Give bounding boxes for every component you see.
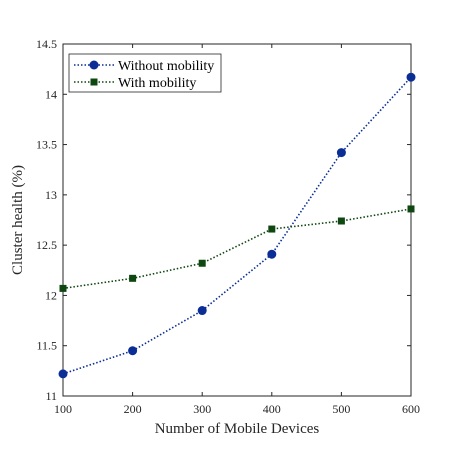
x-axis-label: Number of Mobile Devices [155,421,320,437]
data-point-with-mobility [407,205,415,213]
legend-box [68,53,222,93]
data-point-without-mobility [336,148,346,158]
legend-label-with-mobility: With mobility [118,76,196,91]
y-tick-label: 12 [45,288,57,302]
plot-area [62,43,412,397]
legend-label-without-mobility: Without mobility [118,59,214,74]
x-tick-label: 600 [402,402,420,416]
y-tick-label: 13.5 [36,138,57,152]
y-tick-label: 14 [45,87,57,101]
data-point-without-mobility [267,249,277,259]
x-tick-label: 500 [332,402,350,416]
y-tick-label: 11 [45,389,57,403]
axis-ticks: 100 200 300 400 500 600 11 11.5 12 12.5 13 13.5 14 14… [36,37,420,416]
data-point-with-mobility [337,217,345,225]
legend: Without mobility With mobility [68,53,222,93]
data-point-without-mobility [58,369,68,379]
y-tick-label: 13 [45,188,57,202]
data-point-without-mobility [406,72,416,82]
x-tick-label: 400 [263,402,281,416]
y-axis-label: Cluster health (%) [10,165,26,275]
data-point-with-mobility [198,259,206,267]
data-point-with-mobility [59,284,67,292]
legend-marker-with-mobility [90,78,98,86]
series-layer [58,72,416,379]
legend-marker-without-mobility [89,60,99,70]
data-point-without-mobility [128,346,138,356]
y-tick-label: 11.5 [36,339,57,353]
y-tick-label: 12.5 [36,238,57,252]
data-point-with-mobility [268,225,276,233]
x-tick-label: 200 [124,402,142,416]
series-without-mobility [58,72,416,379]
x-tick-label: 300 [193,402,211,416]
series-with-mobility [59,205,415,292]
x-tick-label: 100 [54,402,72,416]
data-point-with-mobility [129,274,137,282]
y-tick-label: 14.5 [36,37,57,51]
data-point-without-mobility [197,306,207,316]
